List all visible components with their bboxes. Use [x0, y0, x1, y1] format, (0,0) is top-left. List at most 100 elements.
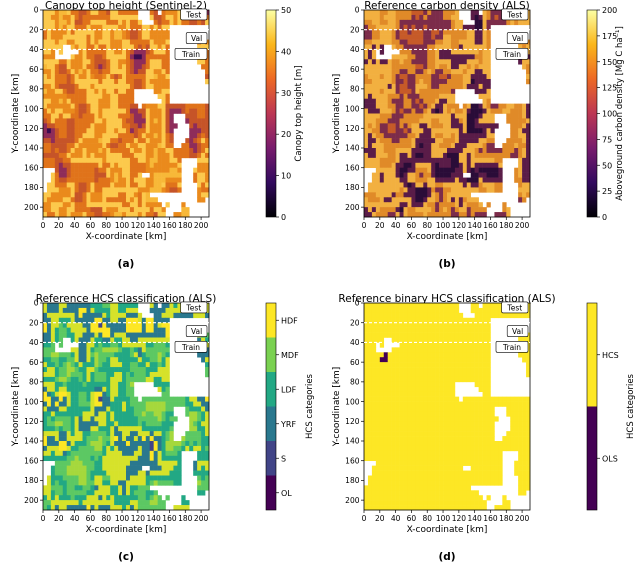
map-cell — [165, 307, 170, 314]
map-cell — [82, 167, 87, 173]
map-cell — [458, 138, 464, 144]
map-cell — [102, 24, 107, 31]
map-cell — [118, 475, 123, 481]
map-cell — [411, 34, 416, 40]
map-cell — [90, 69, 95, 75]
map-cell — [403, 342, 408, 348]
map-cell — [86, 357, 91, 363]
map-cell — [165, 401, 170, 407]
map-cell — [78, 44, 83, 50]
map-cell — [450, 123, 456, 129]
map-cell — [371, 172, 377, 178]
map-cell — [367, 74, 373, 80]
map-cell — [375, 128, 381, 134]
map-cell — [185, 312, 190, 319]
map-cell — [181, 19, 186, 26]
map-cell — [129, 357, 135, 363]
map-cell — [415, 207, 420, 213]
map-cell — [133, 372, 139, 378]
map-cell — [46, 212, 52, 218]
map-cell — [58, 357, 64, 363]
map-cell — [165, 495, 170, 501]
map-cell — [399, 54, 404, 60]
map-cell — [122, 83, 127, 90]
map-cell — [482, 138, 487, 144]
map-cell — [110, 49, 115, 55]
map-cell — [391, 54, 396, 60]
map-cell — [137, 431, 143, 437]
map-cell — [197, 138, 202, 144]
map-cell — [415, 167, 420, 173]
map-cell — [86, 79, 91, 85]
map-cell — [46, 337, 52, 343]
map-cell — [494, 182, 499, 188]
map-cell — [149, 24, 154, 31]
map-cell — [379, 152, 385, 159]
map-cell — [205, 352, 210, 358]
map-cell — [137, 327, 143, 333]
y-tick-label: 140 — [24, 437, 39, 446]
map-cell — [62, 19, 68, 26]
map-cell — [114, 172, 119, 178]
map-cell — [157, 83, 162, 90]
map-cell — [145, 197, 151, 203]
map-cell — [118, 64, 123, 70]
map-cell — [43, 445, 48, 452]
map-cell — [435, 49, 440, 55]
map-cell — [133, 347, 139, 353]
map-cell — [423, 39, 428, 45]
map-cell — [46, 14, 52, 21]
map-image — [43, 303, 210, 511]
map-cell — [379, 322, 385, 328]
map-cell — [114, 207, 119, 213]
map-cell — [427, 133, 432, 139]
map-cell — [169, 133, 174, 139]
map-cell — [149, 303, 154, 309]
map-cell — [423, 14, 428, 21]
map-cell — [201, 59, 206, 65]
map-cell — [462, 54, 468, 60]
map-cell — [431, 93, 436, 100]
map-cell — [364, 138, 369, 144]
map-cell — [458, 128, 464, 134]
map-cell — [411, 182, 416, 188]
map-cell — [126, 312, 131, 319]
map-cell — [364, 332, 369, 338]
map-cell — [161, 416, 166, 422]
map-cell — [403, 14, 408, 21]
map-cell — [141, 347, 147, 353]
map-cell — [161, 303, 166, 309]
map-cell — [153, 327, 158, 333]
map-cell — [78, 207, 83, 213]
map-cell — [419, 118, 424, 124]
map-cell — [427, 49, 432, 55]
map-cell — [486, 69, 491, 75]
map-cell — [431, 34, 436, 40]
map-cell — [443, 303, 448, 309]
map-cell — [387, 113, 392, 119]
map-cell — [478, 88, 483, 95]
map-cell — [82, 401, 87, 407]
map-cell — [411, 202, 416, 208]
map-cell — [427, 54, 432, 60]
map-cell — [66, 103, 71, 109]
map-cell — [114, 327, 119, 333]
map-cell — [458, 69, 464, 75]
map-cell — [82, 465, 87, 471]
map-cell — [46, 386, 52, 393]
map-cell — [54, 10, 60, 16]
map-cell — [145, 148, 151, 154]
map-cell — [165, 93, 170, 100]
map-cell — [454, 133, 460, 139]
map-cell — [86, 212, 91, 218]
map-cell — [419, 128, 424, 134]
map-cell — [157, 352, 162, 358]
map-cell — [145, 485, 151, 491]
map-cell — [478, 118, 483, 124]
map-cell — [383, 157, 389, 164]
map-cell — [518, 187, 523, 193]
map-cell — [82, 372, 87, 378]
y-tick-label: 20 — [29, 318, 39, 327]
map-cell — [177, 187, 182, 193]
map-cell — [443, 307, 448, 314]
